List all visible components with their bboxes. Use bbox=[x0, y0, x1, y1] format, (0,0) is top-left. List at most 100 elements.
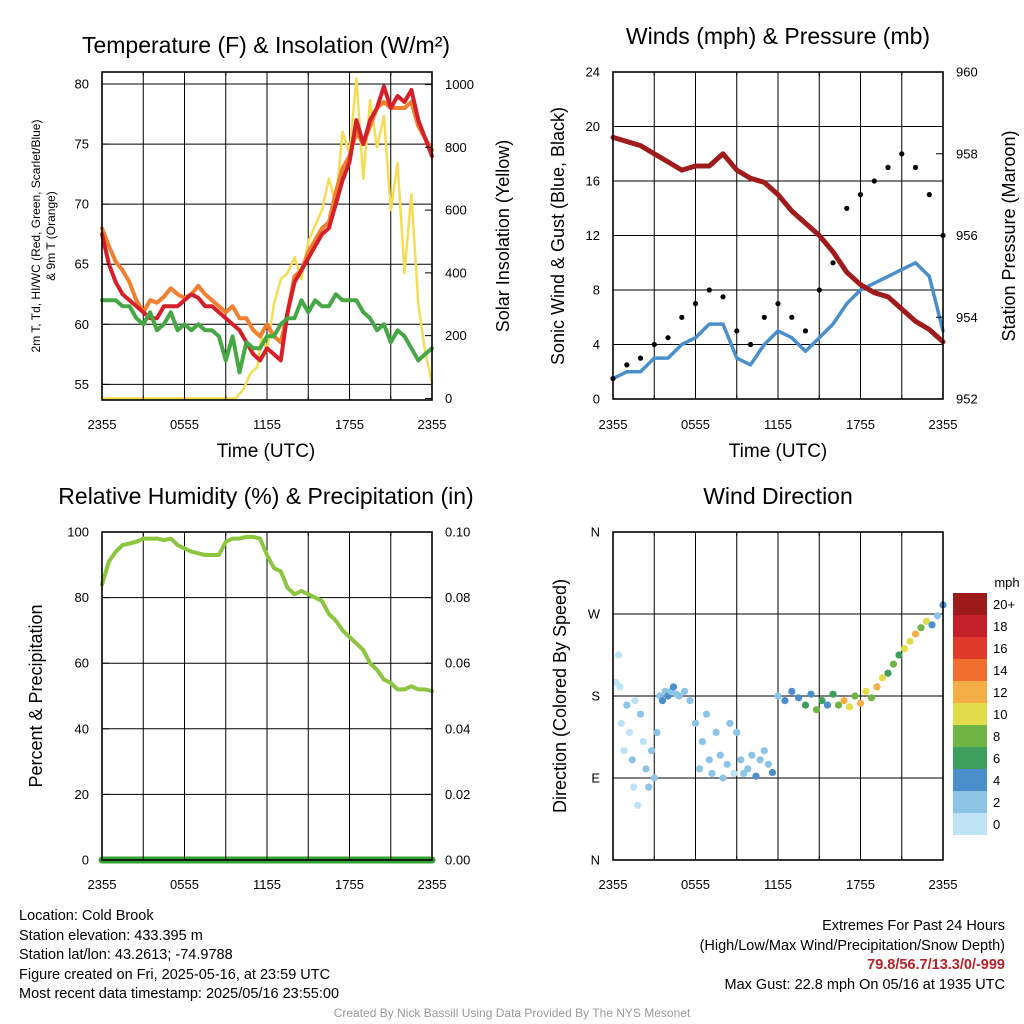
gust-point bbox=[871, 178, 877, 184]
temperature-panel: Temperature (F) & Insolation (W/m²) 2355… bbox=[29, 32, 513, 462]
wind-direction-y-label: Direction (Colored By Speed) bbox=[550, 579, 570, 813]
extremes-info: Extremes For Past 24 Hours (High/Low/Max… bbox=[700, 917, 1005, 995]
gust-point bbox=[816, 287, 822, 293]
left-y-tick-label: 100 bbox=[67, 525, 89, 540]
direction-point bbox=[900, 645, 909, 653]
station-latlon: Station lat/lon: 43.2613; -74.9788 bbox=[19, 947, 233, 963]
colorbar-swatch bbox=[953, 637, 987, 659]
colorbar-swatch bbox=[953, 593, 987, 615]
recent-timestamp: Most recent data timestamp: 2025/05/16 2… bbox=[19, 986, 340, 1002]
direction-point bbox=[807, 690, 815, 698]
colorbar-label: 12 bbox=[993, 685, 1007, 700]
colorbar-swatch bbox=[953, 725, 987, 747]
gust-point bbox=[761, 314, 767, 320]
pressure-line bbox=[610, 134, 946, 345]
direction-point bbox=[669, 683, 678, 691]
left-y-tick-label: 80 bbox=[75, 590, 89, 605]
direction-point bbox=[933, 612, 942, 620]
direction-point bbox=[642, 765, 650, 773]
direction-point bbox=[647, 747, 656, 755]
direction-point bbox=[834, 701, 843, 709]
insolation-y-label: Solar Insolation (Yellow) bbox=[493, 140, 513, 332]
right-y-tick-label: 0.06 bbox=[445, 656, 470, 671]
gust-point bbox=[899, 151, 905, 157]
gust-point bbox=[720, 294, 726, 300]
colorbar-label: 8 bbox=[993, 729, 1000, 744]
direction-point bbox=[675, 692, 683, 700]
left-y-tick-label: N bbox=[591, 853, 600, 868]
x-tick-label: 2355 bbox=[88, 417, 117, 432]
right-y-tick-label: 0.08 bbox=[445, 590, 470, 605]
right-y-tick-label: 800 bbox=[445, 140, 467, 155]
figure-created: Figure created on Fri, 2025-05-16, at 23… bbox=[19, 966, 331, 983]
temp-2m-line bbox=[100, 84, 434, 363]
gust-point bbox=[692, 301, 699, 307]
extremes-legend: (High/Low/Max Wind/Precipitation/Snow De… bbox=[699, 937, 1005, 954]
direction-point bbox=[873, 683, 881, 691]
direction-point bbox=[630, 783, 638, 791]
colorbar-swatch bbox=[953, 813, 987, 835]
direction-point bbox=[884, 669, 892, 677]
direction-point bbox=[716, 751, 724, 759]
right-y-tick-label: 0.00 bbox=[445, 853, 470, 868]
left-y-tick-label: N bbox=[591, 525, 600, 540]
temperature-title: Temperature (F) & Insolation (W/m²) bbox=[82, 32, 450, 58]
direction-point bbox=[823, 701, 832, 709]
gust-point bbox=[775, 301, 781, 307]
wind-direction-ticks: 2355 0555 1155 1755 2355 N E S W N bbox=[588, 525, 958, 893]
left-y-tick-label: 16 bbox=[586, 174, 600, 189]
direction-point bbox=[788, 687, 796, 696]
direction-point bbox=[856, 699, 865, 707]
direction-point bbox=[795, 694, 803, 702]
colorbar-label: 0 bbox=[993, 817, 1000, 832]
direction-point bbox=[760, 747, 768, 755]
colorbar-swatch bbox=[953, 703, 987, 725]
gust-point bbox=[789, 314, 795, 320]
direction-point bbox=[748, 751, 756, 759]
direction-point bbox=[889, 660, 898, 668]
extremes-title: Extremes For Past 24 Hours bbox=[822, 918, 1005, 934]
direction-point bbox=[917, 624, 925, 632]
direction-point bbox=[691, 719, 700, 727]
right-y-tick-label: 952 bbox=[956, 392, 978, 407]
colorbar-swatch bbox=[953, 615, 987, 637]
x-tick-label: 2355 bbox=[88, 877, 117, 892]
colorbar-label: 14 bbox=[993, 663, 1007, 678]
right-y-tick-label: 0 bbox=[445, 391, 452, 406]
right-y-tick-label: 1000 bbox=[445, 77, 474, 92]
dewpoint-line bbox=[100, 292, 434, 375]
direction-point bbox=[801, 701, 810, 709]
left-y-tick-label: 12 bbox=[586, 228, 600, 243]
direction-point bbox=[612, 678, 620, 686]
wind-x-label: Time (UTC) bbox=[729, 441, 828, 462]
right-y-tick-label: 956 bbox=[956, 228, 978, 243]
direction-point bbox=[653, 728, 661, 737]
left-y-tick-label: W bbox=[588, 607, 601, 622]
temperature-y-label-2: & 9m T (Orange) bbox=[44, 191, 58, 281]
direction-point bbox=[631, 697, 639, 705]
humidity-panel: Relative Humidity (%) & Precipitation (i… bbox=[26, 483, 474, 892]
direction-point bbox=[867, 694, 876, 702]
x-tick-label: 1755 bbox=[846, 417, 875, 432]
colorbar-label: 4 bbox=[993, 773, 1000, 788]
direction-point bbox=[708, 769, 716, 778]
direction-point bbox=[737, 756, 745, 764]
colorbar-label: 2 bbox=[993, 795, 1000, 810]
colorbar-swatch bbox=[953, 747, 987, 769]
direction-point bbox=[922, 617, 931, 625]
colorbar-label: 18 bbox=[993, 619, 1007, 634]
wind-series bbox=[610, 134, 946, 382]
left-y-tick-label: 20 bbox=[586, 119, 600, 134]
gust-point bbox=[830, 260, 836, 266]
sonic-wind-line bbox=[611, 261, 945, 381]
left-y-tick-label: 24 bbox=[586, 65, 600, 80]
x-tick-label: 1155 bbox=[764, 417, 792, 432]
left-y-tick-label: 70 bbox=[75, 197, 89, 212]
direction-point bbox=[840, 697, 848, 705]
wind-direction-title: Wind Direction bbox=[703, 483, 853, 509]
gust-point bbox=[926, 192, 932, 198]
gust-point bbox=[651, 341, 657, 348]
wind-grid bbox=[613, 71, 943, 400]
